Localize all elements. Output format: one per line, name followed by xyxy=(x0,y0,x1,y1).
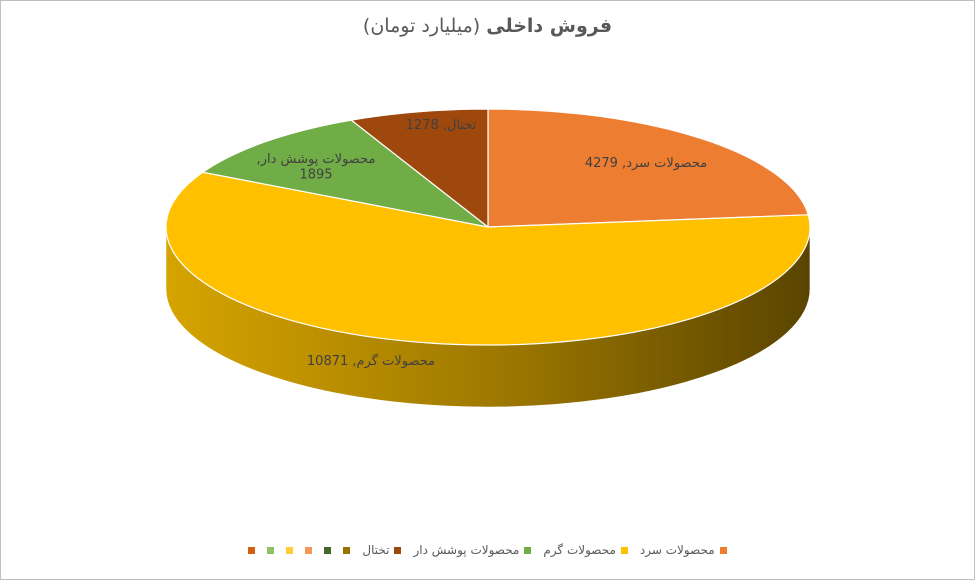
data-label: محصولات سرد, 4279 xyxy=(585,156,707,171)
slice xyxy=(487,108,810,228)
data-label-value: 1895 xyxy=(299,168,332,183)
legend-label: محصولات سرد xyxy=(639,543,715,557)
legend-swatch xyxy=(719,546,727,554)
legend-swatch xyxy=(394,546,402,554)
legend-swatch xyxy=(305,546,313,554)
legend-item xyxy=(248,543,256,557)
chart-subtitle: (میلیارد تومان) xyxy=(362,15,481,37)
data-label-sep: , xyxy=(618,156,626,171)
data-label-category: محصولات سرد xyxy=(626,156,707,171)
legend-item xyxy=(343,543,351,557)
legend-item xyxy=(305,543,313,557)
legend-swatch xyxy=(343,546,351,554)
legend-item xyxy=(324,543,332,557)
data-label: تختال, 1278 xyxy=(406,118,477,133)
legend-swatch xyxy=(524,546,532,554)
legend-item xyxy=(267,543,275,557)
data-label-value: 1278 xyxy=(406,118,439,133)
data-label-value: 10871 xyxy=(307,354,348,369)
legend-label: تختال xyxy=(362,543,390,557)
chart-title: فروش داخلی xyxy=(486,15,613,37)
data-label-category: تختال xyxy=(447,118,477,133)
slice xyxy=(165,171,811,346)
data-label-sep: , xyxy=(348,354,356,369)
data-label-value: 4279 xyxy=(585,156,618,171)
chart-title-block: فروش داخلی (میلیارد تومان) xyxy=(1,15,974,37)
data-label: محصولات پوشش دار, xyxy=(257,152,376,167)
legend-item: محصولات گرم xyxy=(543,543,628,557)
legend: محصولات سرد محصولات گرم محصولات پوشش دار تخ… xyxy=(1,543,974,557)
legend-swatch xyxy=(620,546,628,554)
slice xyxy=(201,119,489,228)
legend-swatch xyxy=(286,546,294,554)
legend-swatch xyxy=(267,546,275,554)
legend-swatch xyxy=(324,546,332,554)
data-label-sep: , xyxy=(257,152,261,167)
legend-item: محصولات پوشش دار xyxy=(413,543,532,557)
slice xyxy=(349,108,489,229)
legend-item: محصولات سرد xyxy=(640,543,727,557)
legend-item: تختال xyxy=(362,543,402,557)
data-label-category: محصولات گرم xyxy=(357,353,436,369)
legend-item xyxy=(286,543,294,557)
legend-swatch xyxy=(248,546,256,554)
legend-label: محصولات پوشش دار xyxy=(413,543,520,557)
data-label-sep: , xyxy=(439,118,447,133)
data-label: محصولات گرم, 10871 xyxy=(307,353,435,369)
data-label-category: محصولات پوشش دار xyxy=(260,152,376,167)
legend-label: محصولات گرم xyxy=(543,543,616,557)
